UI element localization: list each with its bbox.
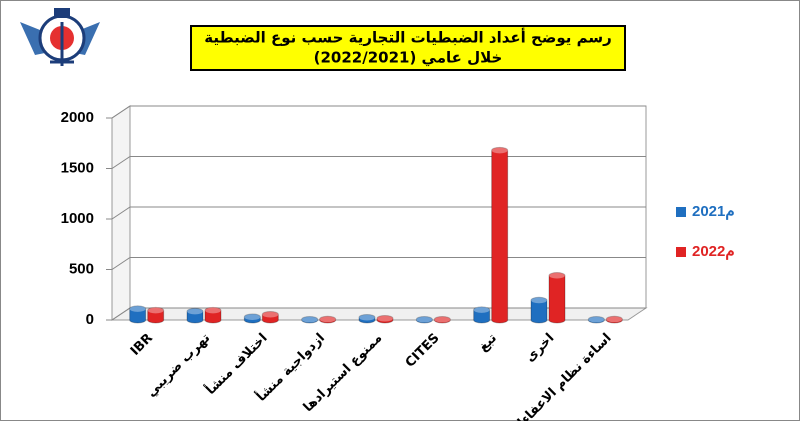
bar-top — [319, 316, 336, 323]
bar-top — [416, 316, 433, 323]
bar-top — [531, 297, 547, 304]
bar-top — [359, 314, 375, 321]
bar-top — [147, 307, 164, 314]
bar — [358, 314, 376, 324]
chart-subtitle: خلال عامي (2022/2021) — [314, 49, 503, 67]
legend-label: 2022م — [692, 243, 735, 260]
grid-line — [106, 156, 646, 169]
bar-top — [434, 316, 451, 323]
logo — [20, 8, 100, 66]
bar-top — [129, 305, 146, 312]
y-tick-label: 1000 — [61, 210, 94, 227]
bar — [301, 316, 319, 324]
bar — [605, 315, 623, 324]
bar-top — [588, 316, 605, 323]
y-tick-label: 1500 — [61, 159, 94, 176]
grid-line — [106, 307, 646, 321]
bar — [261, 310, 279, 324]
bar — [204, 306, 222, 324]
bar-top — [187, 308, 203, 315]
bar — [186, 307, 204, 324]
bar — [243, 313, 261, 324]
bar — [473, 306, 491, 324]
bar-top — [491, 147, 508, 154]
bar-top — [606, 316, 623, 323]
bar-top — [473, 306, 490, 313]
legend-swatch — [676, 247, 686, 257]
y-tick-label: 2000 — [61, 109, 94, 126]
bar — [530, 296, 548, 324]
chart-title: رسم يوضح أعداد الضبطيات التجارية حسب نوع… — [204, 28, 612, 47]
y-tick-label: 500 — [69, 260, 94, 277]
bar — [147, 306, 165, 324]
title-box — [190, 25, 626, 71]
y-tick-label: 0 — [86, 311, 94, 328]
bar — [129, 305, 147, 324]
bar-top — [549, 272, 565, 279]
bar — [433, 316, 451, 324]
legend-label: 2021م — [692, 203, 735, 220]
grid-line — [106, 206, 646, 220]
bar-top — [377, 315, 393, 322]
bar — [415, 316, 433, 324]
bar-top — [262, 311, 279, 318]
grid-line — [106, 105, 646, 119]
bar — [587, 316, 605, 324]
legend-swatch — [676, 207, 686, 217]
bar-top — [301, 316, 318, 323]
bar — [376, 315, 394, 324]
bar — [319, 315, 337, 324]
bar — [548, 272, 566, 324]
bar-top — [205, 307, 221, 314]
grid-line — [106, 257, 646, 270]
bar-top — [244, 313, 261, 320]
bar — [491, 146, 509, 324]
